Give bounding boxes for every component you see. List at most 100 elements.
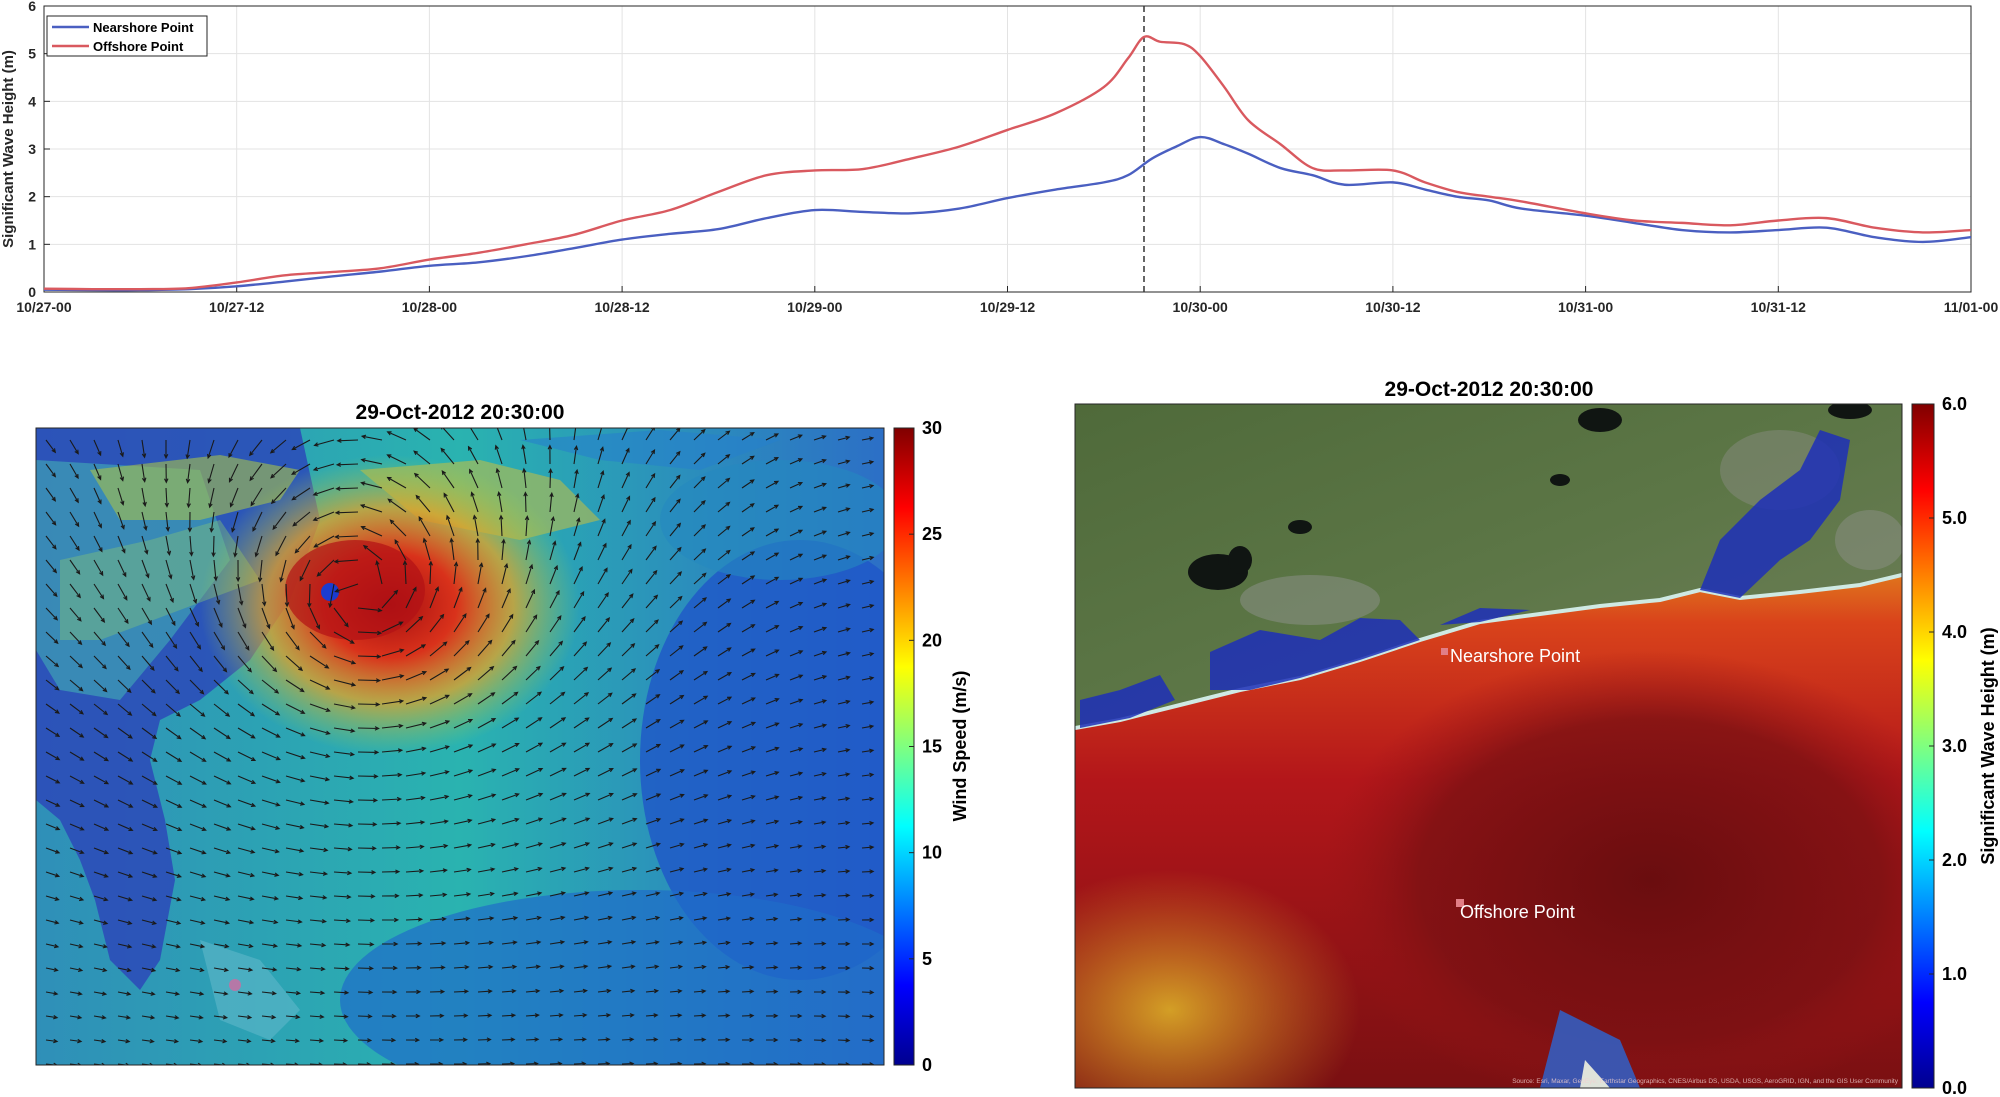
wind-arrow <box>381 796 403 802</box>
x-tick-label: 10/29-12 <box>980 299 1035 315</box>
wind-arrow <box>525 665 541 681</box>
wind-arrow <box>813 482 827 489</box>
wind-arrow <box>309 631 327 649</box>
wind-arrow <box>237 991 253 996</box>
wind-speed-map <box>36 428 884 1065</box>
wind-arrow <box>477 818 497 825</box>
wind-arrow <box>382 941 399 947</box>
wind-arrow <box>285 631 300 651</box>
wind-arrow <box>467 445 479 465</box>
wind-arrow <box>645 428 655 441</box>
wind-arrow <box>597 1013 612 1018</box>
wind-arrow <box>837 435 851 441</box>
wind-arrow <box>693 695 709 705</box>
wind-arrow <box>573 891 590 897</box>
wind-arrow <box>789 481 804 489</box>
wind-arrow <box>765 941 779 946</box>
wind-arrow <box>285 823 305 830</box>
wind-arrow <box>141 607 153 626</box>
wind-arrow <box>165 1015 180 1020</box>
wind-arrow <box>93 1038 107 1044</box>
wind-arrow <box>573 717 590 729</box>
wind-arrow <box>309 655 330 669</box>
wind-arrow <box>381 1037 397 1043</box>
wind-arrow <box>501 562 509 585</box>
wind-arrow <box>213 967 230 973</box>
wind-arrow <box>93 535 103 553</box>
wind-arrow <box>185 463 191 484</box>
wind-arrow <box>861 869 875 874</box>
wind-arrow <box>213 607 223 628</box>
wind-arrow <box>813 435 827 441</box>
wind-arrow <box>208 487 215 509</box>
wind-arrow <box>141 655 155 671</box>
wind-arrow <box>45 703 60 714</box>
wind-arrow <box>93 727 109 739</box>
wind-arrow <box>837 627 851 633</box>
wind-arrow <box>275 535 287 557</box>
wind-arrow <box>522 467 527 489</box>
wind-arrow <box>741 819 756 825</box>
wind-arrow <box>93 967 108 973</box>
wind-arrow <box>717 867 732 873</box>
wind-arrow <box>334 583 359 593</box>
wind-arrow <box>93 583 105 600</box>
wind-arrow <box>813 458 827 465</box>
wind-arrow <box>645 569 658 585</box>
wind-arrow <box>117 895 134 902</box>
wind-arrow <box>813 820 827 825</box>
wind-arrow <box>309 1014 325 1019</box>
wind-arrow <box>837 893 851 898</box>
wind-arrow <box>141 919 158 925</box>
wind-arrow <box>45 679 60 691</box>
wind-arrow <box>117 607 129 625</box>
wind-arrow <box>405 1061 420 1065</box>
wind-arrow <box>741 965 755 970</box>
wind-arrow <box>693 524 706 537</box>
wind-arrow <box>69 943 84 949</box>
wind-arrow <box>549 817 567 825</box>
wind-arrow <box>165 511 170 532</box>
wind-arrow <box>693 452 706 465</box>
wind-arrow <box>165 727 182 740</box>
wind-arrow <box>189 583 198 605</box>
wind-arrow <box>261 943 279 948</box>
wind-arrow <box>313 535 335 548</box>
wind-arrow <box>765 528 780 537</box>
wind-arrow <box>813 530 828 537</box>
wind-arrow <box>693 843 709 849</box>
wind-arrow <box>765 868 779 873</box>
wind-arrow <box>669 450 681 465</box>
wind-arrow <box>141 871 158 878</box>
wind-arrow <box>189 943 206 949</box>
wind-arrow <box>213 775 232 785</box>
wind-arrow <box>525 717 543 729</box>
wind-arrow <box>838 965 851 971</box>
colorbar-tick-label: 3.0 <box>1942 736 1967 756</box>
wind-arrow <box>429 586 439 609</box>
legend-label-offshore: Offshore Point <box>93 39 184 54</box>
wind-arrow <box>693 572 707 585</box>
wind-arrow <box>717 940 731 946</box>
wind-arrow <box>765 965 779 970</box>
wind-arrow <box>597 469 605 489</box>
nearshore-point-label: Nearshore Point <box>1450 646 1580 666</box>
wind-arrow <box>789 989 803 995</box>
wind-arrow <box>693 940 708 945</box>
wind-arrow <box>837 796 851 801</box>
wind-arrow <box>333 1014 349 1019</box>
wind-arrow <box>333 942 351 947</box>
wind-arrow <box>645 964 660 970</box>
wind-arrow <box>333 607 349 628</box>
wind-arrow <box>189 967 205 973</box>
wind-arrow <box>861 436 875 441</box>
wind-arrow <box>549 988 565 994</box>
wind-arrow <box>645 496 656 513</box>
wind-arrow <box>495 467 503 489</box>
wind-arrow <box>475 537 480 561</box>
wind-arrow <box>765 1061 779 1065</box>
wind-arrow <box>141 799 159 808</box>
wind-arrow <box>573 988 588 994</box>
wind-arrow <box>573 1012 588 1018</box>
wind-arrow <box>645 793 662 801</box>
